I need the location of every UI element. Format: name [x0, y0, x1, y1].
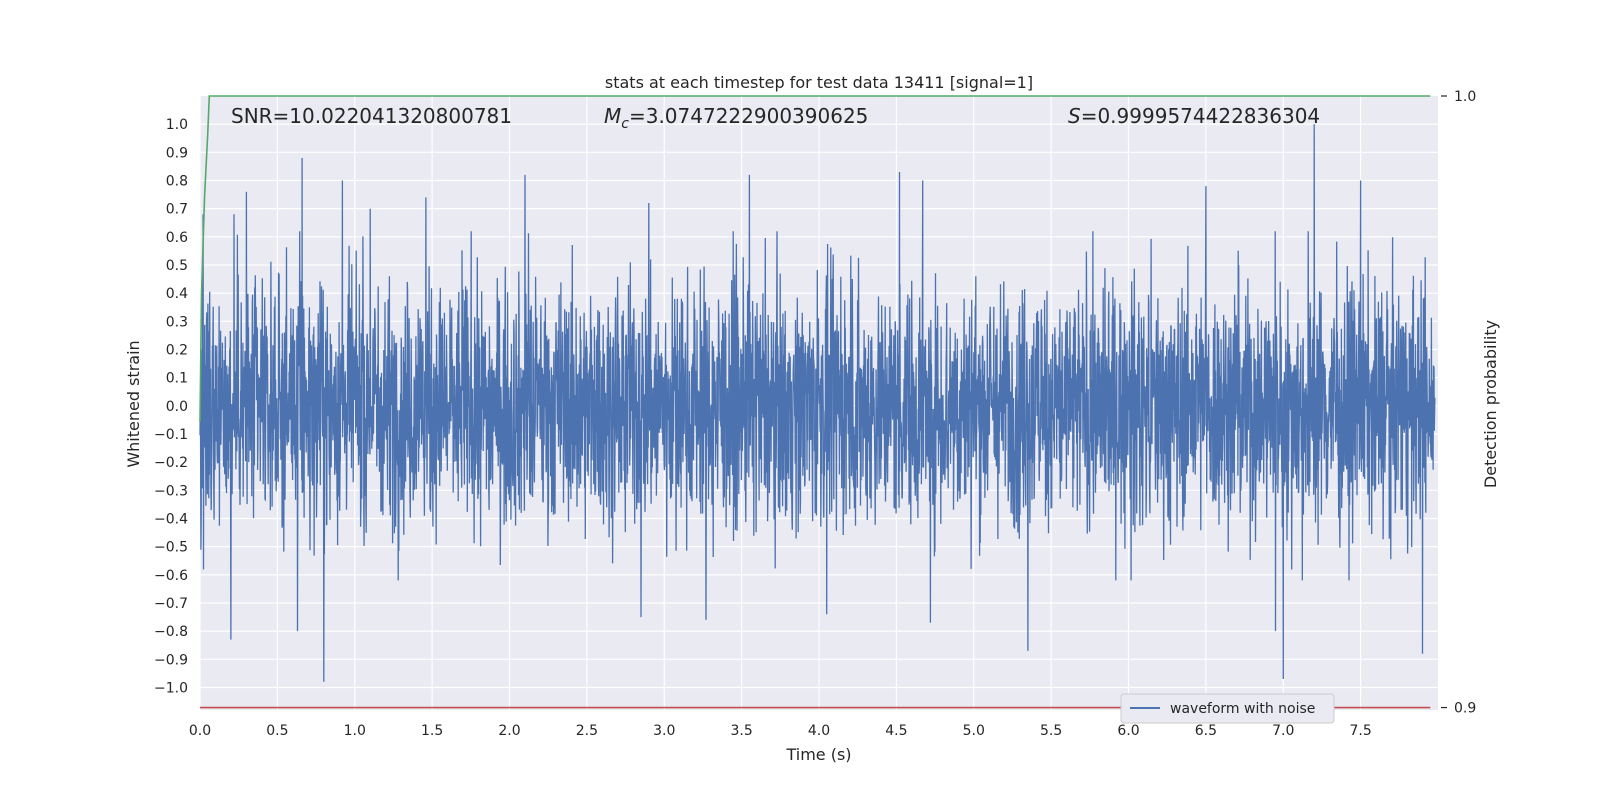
y-tick-label: −0.3 [154, 483, 188, 499]
y-tick-label: −0.1 [154, 427, 188, 443]
y2-axis-label: Detection probability [1481, 320, 1500, 488]
chirp-mass-value: =3.0747222900390625 [629, 104, 868, 128]
y-tick-label: 0.3 [166, 314, 188, 330]
snr-annotation: SNR=10.022041320800781 [231, 104, 512, 128]
y-tick-label: −0.6 [154, 568, 188, 584]
x-tick-label: 2.5 [576, 723, 598, 739]
x-tick-label: 3.5 [730, 723, 752, 739]
y-tick-label: 1.0 [166, 117, 188, 133]
y-axis-label: Whitened strain [124, 340, 143, 467]
axis-ticks: 0.0 0.5 1.0 1.5 2.0 2.5 3.0 3.5 4.0 4.5 5.0 5.5 6.0 6… [154, 89, 1476, 739]
legend-box [1120, 693, 1335, 724]
y-tick-label: 0.4 [166, 286, 188, 302]
chart-title: stats at each timestep for test data 134… [605, 73, 1033, 92]
x-tick-label: 3.0 [653, 723, 675, 739]
detection-probability-line [199, 95, 1431, 423]
y2-tick-label: 0.9 [1454, 701, 1476, 717]
y-tick-label: 0.9 [166, 145, 188, 161]
legend-label: waveform with noise [1170, 701, 1315, 717]
y-tick-label: 0.2 [166, 342, 188, 358]
y-tick-label: −0.9 [154, 652, 188, 668]
waveform-series [199, 124, 1436, 682]
y-tick-label: 0.0 [166, 399, 188, 415]
y-tick-label: 0.8 [166, 173, 188, 189]
legend: waveform with noise [1120, 693, 1335, 724]
y-tick-label: 0.1 [166, 371, 188, 387]
y-tick-label: −0.8 [154, 624, 188, 640]
x-axis-label: Time (s) [785, 745, 851, 764]
x-tick-label: 6.5 [1195, 723, 1217, 739]
y-tick-label: 0.5 [166, 258, 188, 274]
x-tick-label: 5.5 [1040, 723, 1062, 739]
y-tick-label: −0.5 [154, 540, 188, 556]
score-annotation: S=0.9999574422836304 [1068, 104, 1320, 128]
y-tick-label: −0.2 [154, 455, 188, 471]
chirp-mass-subscript: c [621, 116, 629, 132]
score-value: =0.9999574422836304 [1081, 104, 1320, 128]
y-tick-label: −0.7 [154, 596, 188, 612]
y-tick-label: 0.7 [166, 202, 188, 218]
waveform-line [199, 124, 1436, 682]
y-tick-label: −1.0 [154, 680, 188, 696]
y2-tick-label: 1.0 [1454, 89, 1476, 105]
score-symbol: S [1068, 104, 1081, 128]
x-tick-label: 7.0 [1272, 723, 1294, 739]
x-tick-label: 4.0 [808, 723, 830, 739]
chirp-mass-annotation: Mc=3.0747222900390625 [604, 104, 868, 132]
x-tick-label: 4.5 [885, 723, 907, 739]
x-tick-label: 6.0 [1117, 723, 1139, 739]
y-tick-label: 0.6 [166, 230, 188, 246]
x-tick-label: 5.0 [963, 723, 985, 739]
x-tick-label: 0.5 [266, 723, 288, 739]
x-tick-label: 1.5 [421, 723, 443, 739]
x-tick-label: 2.0 [498, 723, 520, 739]
chirp-mass-symbol: M [604, 104, 621, 128]
x-tick-label: 0.0 [189, 723, 211, 739]
x-tick-label: 7.5 [1349, 723, 1371, 739]
y-tick-label: −0.4 [154, 511, 188, 527]
x-tick-label: 1.0 [344, 723, 366, 739]
